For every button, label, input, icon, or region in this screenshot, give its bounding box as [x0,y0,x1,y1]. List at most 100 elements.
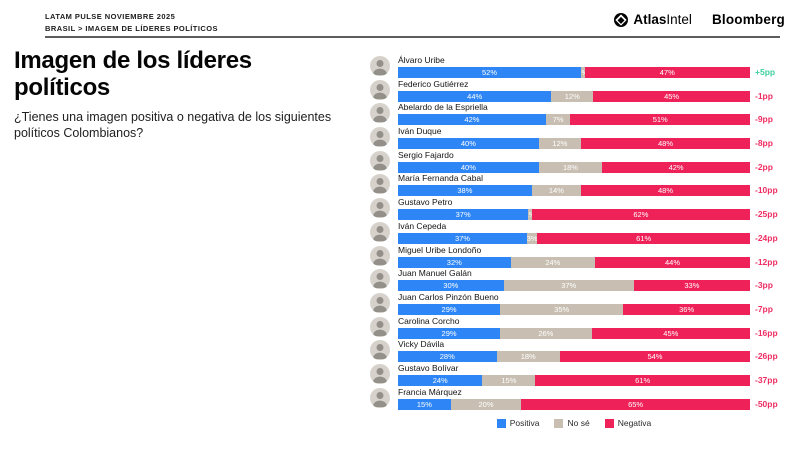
politician-name: Sergio Fajardo [398,149,454,160]
no-se-segment: 37% [503,280,634,292]
politician-name: Juan Carlos Pinzón Bueno [398,291,499,302]
politician-name: Gustavo Bolívar [398,362,459,373]
no-se-segment: 3% [526,232,538,244]
chart-row: Juan Manuel Galán 30% 37% 33% -3pp [370,269,795,293]
stacked-bar-chart: Álvaro Uribe 52% 1% 47% +5pp Federico Gu… [370,55,795,428]
politician-name: Álvaro Uribe [398,55,445,65]
politician-name: Vicky Dávila [398,339,445,350]
chart-row: Carolina Corcho 29% 26% 45% -16pp [370,315,795,341]
legend-label: Negativa [617,418,652,429]
politician-name: Federico Gutiérrez [398,78,469,89]
stacked-bar: 24% 15% 61% [398,374,750,386]
no-se-segment: 12% [551,90,594,102]
net-change-badge: -24pp [755,232,778,243]
politician-name: Juan Manuel Galán [398,268,472,279]
politician-name: Carolina Corcho [398,315,460,326]
stacked-bar: 52% 1% 47% [398,67,750,78]
politician-avatar [370,150,390,171]
person-icon [372,296,388,313]
stacked-bar: 15% 20% 65% [398,398,750,410]
politician-avatar [370,387,390,408]
chart-legend: Positiva No sé Negativa [398,418,750,428]
net-change-badge: -37pp [755,374,778,385]
positiva-segment: 30% [398,280,504,292]
net-change-badge: -7pp [755,303,773,314]
chart-row: Francia Márquez 15% 20% 65% -50pp [370,387,795,412]
chart-row: Gustavo Petro 37% 1% 62% -25pp [370,198,795,222]
person-icon [372,107,388,123]
chart-row: Iván Cepeda 37% 3% 61% -24pp [370,220,795,246]
negativa-segment: 61% [535,374,750,386]
report-kicker: LATAM PULSE NOVIEMBRE 2025 BRASIL > IMAG… [45,11,218,36]
no-se-segment: 26% [500,327,592,339]
positiva-segment: 40% [398,161,539,173]
stacked-bar: 38% 14% 48% [398,185,750,197]
stacked-bar: 29% 26% 45% [398,327,750,339]
politician-name: María Fernanda Cabal [398,173,484,184]
chart-row: Gustavo Bolívar 24% 15% 61% -37pp [370,362,795,388]
negativa-segment: 44% [595,256,750,268]
negativa-segment: 51% [570,114,750,126]
negativa-segment: 47% [584,67,750,78]
legend-swatch [604,418,614,428]
intro-block: Imagen de los líderes políticos ¿Tienes u… [14,47,362,141]
net-change-badge: -3pp [755,280,773,291]
person-icon [372,154,388,170]
chart-row: Juan Carlos Pinzón Bueno 29% 35% 36% -7p… [370,291,795,317]
positiva-segment: 29% [398,303,501,315]
legend-item: Negativa [604,418,652,429]
chart-row: Vicky Dávila 28% 18% 54% -26pp [370,340,795,364]
bloomberg-logo: Bloomberg [711,12,785,27]
stacked-bar: 28% 18% 54% [398,351,750,363]
politician-avatar [370,79,390,100]
negativa-segment: 42% [602,161,750,173]
brand-logos: AtlasIntel Bloomberg [614,12,785,27]
chart-row: Federico Gutiérrez 44% 12% 45% -1pp [370,78,795,104]
legend-swatch [496,418,506,428]
positiva-segment: 29% [398,327,501,339]
politician-name: Gustavo Petro [398,197,453,208]
negativa-segment: 36% [623,303,750,315]
person-icon [372,60,388,76]
breadcrumb: BRASIL > IMAGEM DE LÍDERES POLÍTICOS [45,24,218,34]
no-se-segment: 1% [528,209,532,221]
person-icon [372,367,388,384]
no-se-segment: 12% [538,138,582,150]
positiva-segment: 28% [398,351,497,363]
no-se-segment: 15% [482,374,536,386]
net-change-badge: -8pp [755,138,773,149]
chart-row: Álvaro Uribe 52% 1% 47% +5pp [370,55,795,80]
net-change-badge: +5pp [755,67,776,77]
person-icon [372,249,388,265]
net-change-badge: -25pp [755,209,778,220]
page-title-line2: políticos [14,73,110,101]
negativa-segment: 45% [593,90,750,102]
politician-avatar [370,127,390,148]
politician-name: Iván Cepeda [398,220,447,231]
positiva-segment: 38% [398,185,532,197]
chart-row: Iván Duque 40% 12% 48% -8pp [370,127,795,151]
legend-item: Positiva [496,418,539,428]
net-change-badge: -12pp [755,256,778,267]
politician-avatar [370,363,390,384]
positiva-segment: 37% [398,209,529,221]
positiva-segment: 24% [398,374,483,386]
politician-avatar [370,340,390,361]
no-se-segment: 24% [510,256,596,268]
no-se-segment: 18% [496,351,560,363]
person-icon [372,391,388,407]
person-icon [372,131,388,147]
chart-row: Miguel Uribe Londoño 32% 24% 44% -12pp [370,244,795,270]
politician-avatar [370,56,390,76]
politician-name: Abelardo de la Espriella [398,102,488,113]
kicker-line-1: LATAM PULSE NOVIEMBRE 2025 [45,12,176,21]
negativa-segment: 33% [633,280,750,292]
net-change-badge: -1pp [755,90,773,101]
positiva-segment: 15% [398,398,451,410]
negativa-segment: 61% [537,232,750,244]
no-se-segment: 20% [450,398,522,410]
politician-name: Miguel Uribe Londoño [398,244,482,255]
person-icon [372,273,388,289]
chart-row: Sergio Fajardo 40% 18% 42% -2pp [370,149,795,175]
person-icon [372,225,388,241]
